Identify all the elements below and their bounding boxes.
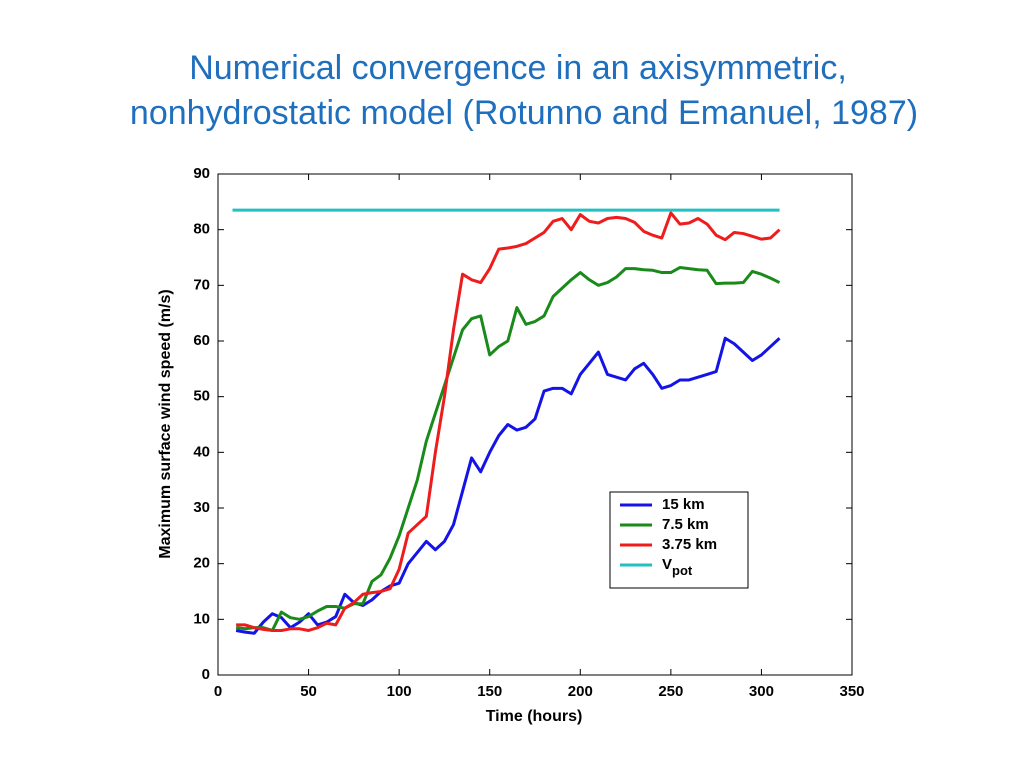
x-tick-label: 250 bbox=[658, 683, 683, 700]
subtitle: nonhydrostatic model (Rotunno and Emanue… bbox=[130, 94, 918, 132]
series-line bbox=[235, 336, 781, 635]
y-tick-label: 60 bbox=[193, 332, 210, 349]
y-tick-label: 50 bbox=[193, 388, 210, 405]
y-axis-label: Maximum surface wind speed (m/s) bbox=[157, 289, 174, 558]
legend-label: 15 km bbox=[662, 496, 705, 513]
y-tick-label: 10 bbox=[193, 610, 210, 627]
title: Numerical convergence in an axisymmetric… bbox=[189, 49, 847, 87]
y-tick-label: 30 bbox=[193, 499, 210, 516]
plot-area bbox=[217, 173, 853, 676]
x-tick-label: 350 bbox=[839, 683, 864, 700]
x-tick-label: 50 bbox=[300, 683, 317, 700]
series-line bbox=[235, 266, 781, 632]
legend-box bbox=[609, 491, 749, 589]
x-tick-label: 300 bbox=[749, 683, 774, 700]
y-tick-label: 70 bbox=[193, 276, 210, 293]
legend-label: 3.75 km bbox=[662, 536, 717, 553]
x-tick-label: 150 bbox=[477, 683, 502, 700]
x-tick-label: 100 bbox=[387, 683, 412, 700]
y-tick-label: 40 bbox=[193, 443, 210, 460]
y-tick-label: 90 bbox=[193, 165, 210, 182]
legend-label-text: 3.75 km bbox=[662, 536, 717, 553]
x-tick-label: 0 bbox=[214, 683, 222, 700]
series-line bbox=[236, 211, 781, 632]
legend-label-subscript: pot bbox=[672, 563, 693, 578]
legend-label-text: V bbox=[662, 556, 672, 573]
legend-label: Vpot bbox=[662, 556, 693, 578]
legend-label: 7.5 km bbox=[662, 516, 709, 533]
legend-label-text: 15 km bbox=[662, 496, 705, 513]
y-tick-label: 0 bbox=[202, 666, 210, 683]
x-axis-label: Time (hours) bbox=[486, 708, 583, 725]
y-tick-label: 80 bbox=[193, 221, 210, 238]
legend-label-text: 7.5 km bbox=[662, 516, 709, 533]
y-tick-label: 20 bbox=[193, 555, 210, 572]
x-tick-label: 200 bbox=[568, 683, 593, 700]
